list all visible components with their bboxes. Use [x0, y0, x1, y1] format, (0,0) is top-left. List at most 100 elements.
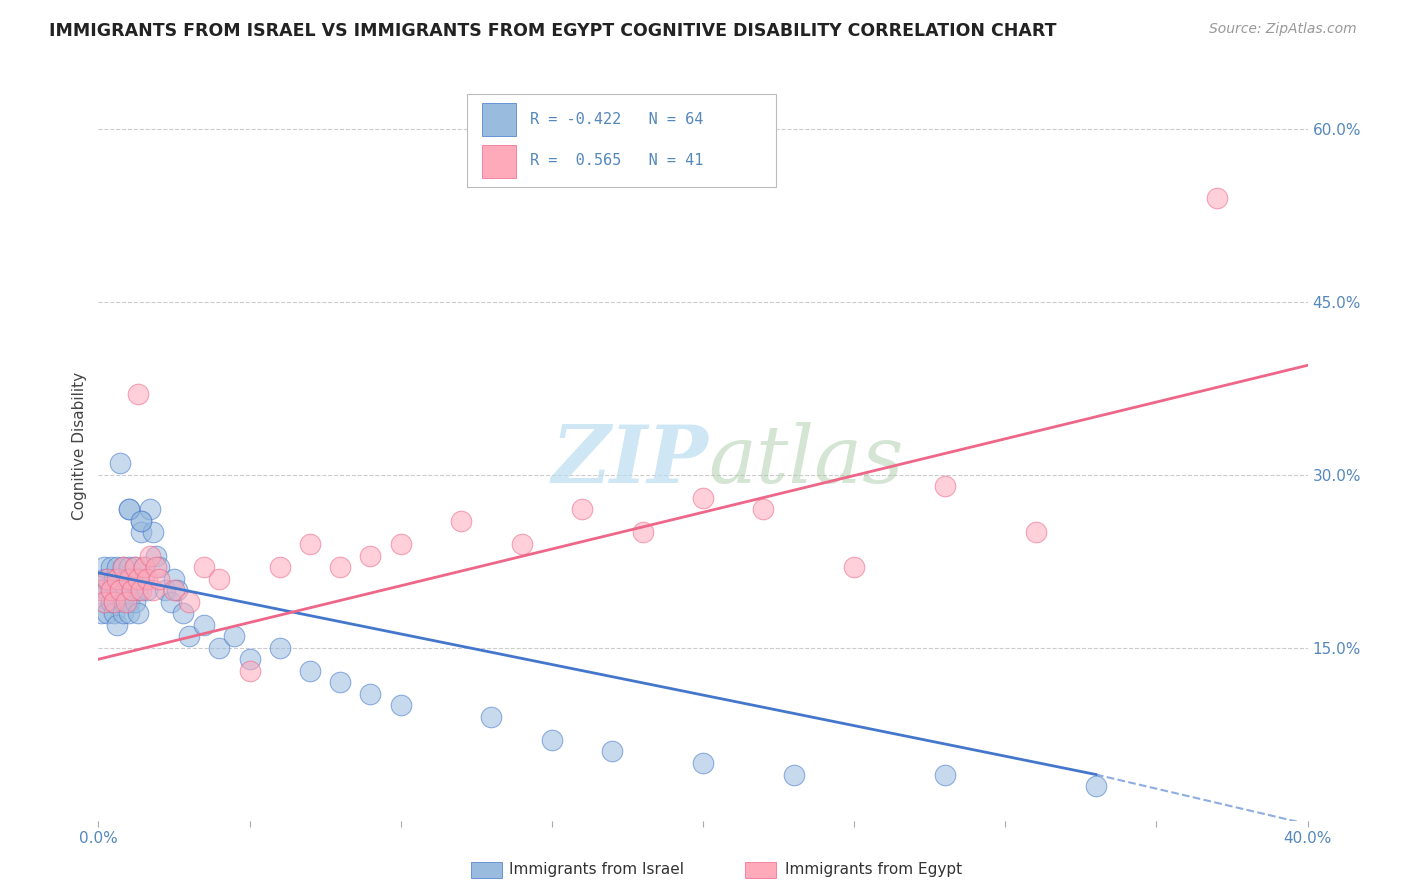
- Text: R =  0.565   N = 41: R = 0.565 N = 41: [530, 153, 703, 168]
- Point: [163, 583, 186, 598]
- Point: [934, 767, 956, 781]
- Point: [389, 537, 412, 551]
- Point: [129, 514, 152, 528]
- Point: [121, 583, 143, 598]
- Point: [602, 744, 624, 758]
- Point: [329, 675, 352, 690]
- Point: [844, 560, 866, 574]
- Point: [129, 583, 152, 598]
- Point: [142, 583, 165, 598]
- Point: [783, 767, 806, 781]
- Text: ZIP: ZIP: [553, 422, 709, 500]
- Point: [93, 594, 115, 608]
- Point: [142, 525, 165, 540]
- Point: [127, 606, 149, 620]
- Point: [124, 594, 146, 608]
- Text: R = -0.422   N = 64: R = -0.422 N = 64: [530, 112, 703, 127]
- Point: [239, 664, 262, 678]
- Text: Source: ZipAtlas.com: Source: ZipAtlas.com: [1209, 22, 1357, 37]
- Point: [105, 560, 128, 574]
- Point: [135, 572, 157, 586]
- Point: [208, 640, 231, 655]
- Point: [692, 756, 714, 770]
- Point: [93, 572, 115, 586]
- Point: [90, 583, 112, 598]
- Point: [100, 594, 122, 608]
- Point: [145, 549, 167, 563]
- Point: [100, 583, 122, 598]
- Point: [166, 583, 188, 598]
- FancyBboxPatch shape: [467, 94, 776, 187]
- Point: [111, 560, 134, 574]
- Point: [108, 572, 131, 586]
- Point: [118, 502, 141, 516]
- Point: [121, 583, 143, 598]
- Text: atlas: atlas: [709, 422, 904, 500]
- Point: [90, 583, 112, 598]
- Point: [111, 560, 134, 574]
- Point: [103, 572, 125, 586]
- Point: [135, 583, 157, 598]
- Point: [108, 583, 131, 598]
- Point: [692, 491, 714, 505]
- Point: [571, 502, 593, 516]
- Point: [105, 583, 128, 598]
- Point: [127, 387, 149, 401]
- Point: [329, 560, 352, 574]
- Point: [148, 560, 170, 574]
- Point: [108, 583, 131, 598]
- Point: [103, 594, 125, 608]
- Point: [118, 572, 141, 586]
- Point: [111, 606, 134, 620]
- Point: [1206, 191, 1229, 205]
- Point: [208, 572, 231, 586]
- Point: [93, 594, 115, 608]
- Point: [145, 560, 167, 574]
- Point: [299, 537, 322, 551]
- Y-axis label: Cognitive Disability: Cognitive Disability: [72, 372, 87, 520]
- Point: [103, 594, 125, 608]
- Point: [193, 560, 215, 574]
- Point: [127, 583, 149, 598]
- Point: [118, 560, 141, 574]
- Point: [111, 594, 134, 608]
- Point: [132, 560, 155, 574]
- Point: [108, 456, 131, 470]
- Point: [239, 652, 262, 666]
- Point: [132, 560, 155, 574]
- Point: [160, 594, 183, 608]
- Point: [114, 572, 136, 586]
- Point: [193, 617, 215, 632]
- FancyBboxPatch shape: [482, 145, 516, 178]
- Point: [127, 572, 149, 586]
- Point: [1024, 525, 1046, 540]
- Point: [93, 560, 115, 574]
- Point: [105, 617, 128, 632]
- Point: [124, 560, 146, 574]
- Text: Immigrants from Egypt: Immigrants from Egypt: [785, 863, 962, 877]
- Point: [360, 687, 382, 701]
- Point: [90, 606, 112, 620]
- Point: [510, 537, 533, 551]
- Point: [1085, 779, 1108, 793]
- Point: [118, 502, 141, 516]
- Point: [631, 525, 654, 540]
- Point: [148, 572, 170, 586]
- Point: [96, 583, 118, 598]
- Point: [163, 572, 186, 586]
- Point: [481, 710, 503, 724]
- Point: [96, 606, 118, 620]
- Point: [934, 479, 956, 493]
- Point: [100, 560, 122, 574]
- Point: [179, 629, 201, 643]
- FancyBboxPatch shape: [482, 103, 516, 136]
- Point: [153, 583, 176, 598]
- Point: [269, 560, 291, 574]
- Point: [132, 572, 155, 586]
- Point: [752, 502, 775, 516]
- Point: [121, 572, 143, 586]
- Point: [129, 525, 152, 540]
- Point: [114, 594, 136, 608]
- Point: [118, 594, 141, 608]
- Point: [450, 514, 472, 528]
